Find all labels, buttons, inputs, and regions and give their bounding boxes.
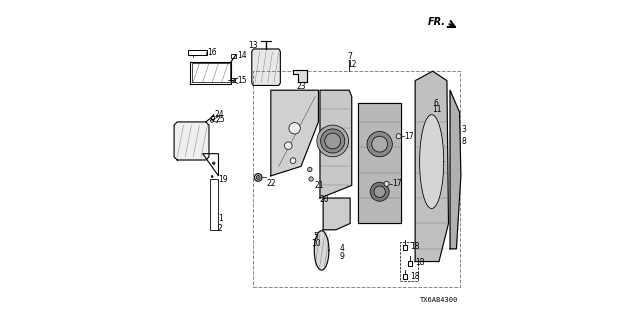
Text: 18: 18 xyxy=(415,258,424,267)
Circle shape xyxy=(284,142,292,149)
Text: 23: 23 xyxy=(297,82,307,91)
Text: 2: 2 xyxy=(218,224,223,233)
Circle shape xyxy=(308,167,312,172)
Bar xyxy=(403,274,407,279)
Bar xyxy=(426,106,432,114)
Circle shape xyxy=(321,129,345,153)
Polygon shape xyxy=(358,103,401,223)
Circle shape xyxy=(212,162,215,164)
Polygon shape xyxy=(415,71,449,261)
Circle shape xyxy=(290,158,296,164)
Circle shape xyxy=(254,174,262,181)
Bar xyxy=(191,63,230,82)
Bar xyxy=(210,179,218,230)
Polygon shape xyxy=(450,90,461,249)
Bar xyxy=(231,78,235,82)
Text: TX6AB4300: TX6AB4300 xyxy=(420,297,458,303)
Text: 10: 10 xyxy=(312,239,321,248)
Text: FR.: FR. xyxy=(428,17,445,27)
Text: 20: 20 xyxy=(319,195,329,204)
Bar xyxy=(253,71,460,287)
Text: 7: 7 xyxy=(347,52,352,61)
Circle shape xyxy=(324,133,340,149)
Text: 22: 22 xyxy=(266,179,276,188)
Text: 1: 1 xyxy=(218,214,223,223)
Polygon shape xyxy=(271,90,319,176)
Circle shape xyxy=(289,123,300,134)
Text: 25: 25 xyxy=(216,115,225,124)
Circle shape xyxy=(384,181,389,186)
Text: 4: 4 xyxy=(340,244,344,253)
Polygon shape xyxy=(323,198,350,230)
Text: 9: 9 xyxy=(340,252,344,260)
Text: 18: 18 xyxy=(410,242,420,251)
Circle shape xyxy=(372,136,388,152)
Text: 11: 11 xyxy=(433,105,442,114)
Text: 6: 6 xyxy=(433,99,438,108)
Bar xyxy=(188,50,207,55)
Text: 17: 17 xyxy=(392,179,402,188)
Polygon shape xyxy=(314,231,329,270)
Circle shape xyxy=(370,182,389,201)
Text: 17: 17 xyxy=(404,132,413,141)
Circle shape xyxy=(211,176,213,178)
Polygon shape xyxy=(174,122,209,160)
Circle shape xyxy=(256,176,260,179)
Circle shape xyxy=(309,177,314,181)
Text: 15: 15 xyxy=(237,76,246,85)
Text: 8: 8 xyxy=(461,137,466,146)
Polygon shape xyxy=(252,49,280,85)
Bar xyxy=(400,243,419,281)
Bar xyxy=(408,260,412,266)
Text: 24: 24 xyxy=(214,109,224,118)
Polygon shape xyxy=(320,90,352,198)
Circle shape xyxy=(374,186,385,197)
Text: 19: 19 xyxy=(218,174,227,184)
Circle shape xyxy=(317,125,349,157)
Bar xyxy=(403,245,407,250)
Text: 12: 12 xyxy=(347,60,356,69)
Text: 21: 21 xyxy=(314,181,324,190)
Text: 3: 3 xyxy=(461,125,467,134)
Circle shape xyxy=(396,134,401,139)
Text: 16: 16 xyxy=(207,48,217,57)
Text: 18: 18 xyxy=(410,272,420,281)
Text: 5: 5 xyxy=(314,232,319,241)
Text: 13: 13 xyxy=(248,41,258,50)
Bar xyxy=(211,116,214,119)
Text: 14: 14 xyxy=(237,52,247,60)
Bar xyxy=(231,54,236,59)
Polygon shape xyxy=(293,69,307,82)
Polygon shape xyxy=(420,115,444,209)
Circle shape xyxy=(367,132,392,157)
